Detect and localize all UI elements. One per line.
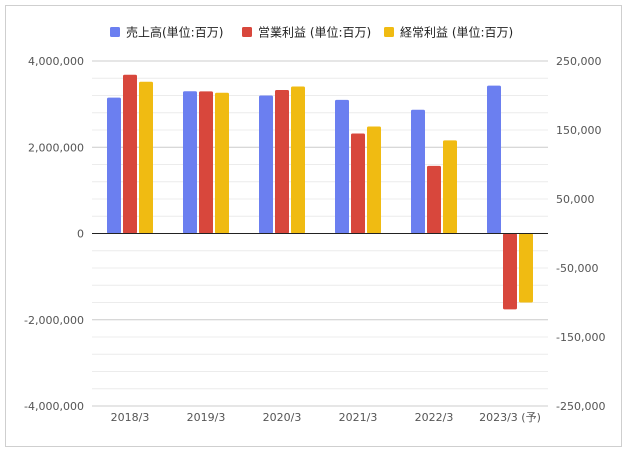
bar-2-5 <box>427 165 441 234</box>
bar-3-4 <box>367 126 381 234</box>
bar-3-6 <box>519 233 533 303</box>
bars <box>107 74 533 310</box>
bar-2-3 <box>275 89 289 234</box>
bar-3-3 <box>291 86 305 234</box>
legend-label-3: 経常利益 (単位:百万) <box>400 25 513 40</box>
x-tick-label: 2021/3 <box>339 411 378 424</box>
bar-1-2 <box>183 91 197 234</box>
x-tick-label: 2019/3 <box>187 411 226 424</box>
left-tick-label: 2,000,000 <box>28 141 84 154</box>
gridlines <box>92 60 548 407</box>
bar-3-1 <box>139 81 153 234</box>
legend-swatch-3 <box>384 27 394 37</box>
right-tick-label: -150,000 <box>556 331 605 344</box>
left-tick-label: 4,000,000 <box>28 55 84 68</box>
bar-2-6 <box>503 233 517 310</box>
left-tick-label: -2,000,000 <box>24 314 84 327</box>
bar-2-4 <box>351 133 365 234</box>
bar-1-3 <box>259 95 273 234</box>
right-tick-label: 50,000 <box>556 193 595 206</box>
legend: 売上高(単位:百万) 営業利益 (単位:百万) 経常利益 (単位:百万) <box>110 25 513 40</box>
right-axis-ticks: 250,000 150,000 50,000 -50,000 -150,000 -250,… <box>556 55 605 413</box>
x-axis-ticks: 2018/3 2019/3 2020/3 2021/3 2022/3 2023/3 (予) <box>111 411 541 424</box>
bar-3-5 <box>443 140 457 234</box>
x-tick-label: 2020/3 <box>263 411 302 424</box>
bar-1-6 <box>487 85 501 234</box>
bar-1-5 <box>411 109 425 234</box>
bar-3-2 <box>215 92 229 234</box>
right-tick-label: -50,000 <box>556 262 598 275</box>
x-tick-label: 2022/3 <box>415 411 454 424</box>
x-tick-label: 2023/3 (予) <box>479 411 541 424</box>
right-tick-label: 150,000 <box>556 124 602 137</box>
x-tick-label: 2018/3 <box>111 411 150 424</box>
bar-1-4 <box>335 99 349 234</box>
left-axis-ticks: 4,000,000 2,000,000 0 -2,000,000 -4,000,000 <box>24 55 84 413</box>
legend-swatch-2 <box>242 27 252 37</box>
legend-swatch-1 <box>110 27 120 37</box>
legend-label-1: 売上高(単位:百万) <box>126 25 223 40</box>
left-tick-label: 0 <box>77 228 84 241</box>
right-tick-label: 250,000 <box>556 55 602 68</box>
right-tick-label: -250,000 <box>556 400 605 413</box>
left-tick-label: -4,000,000 <box>24 400 84 413</box>
bar-2-2 <box>199 91 213 234</box>
bar-2-1 <box>123 74 137 234</box>
bar-1-1 <box>107 97 121 234</box>
legend-label-2: 営業利益 (単位:百万) <box>258 25 371 40</box>
